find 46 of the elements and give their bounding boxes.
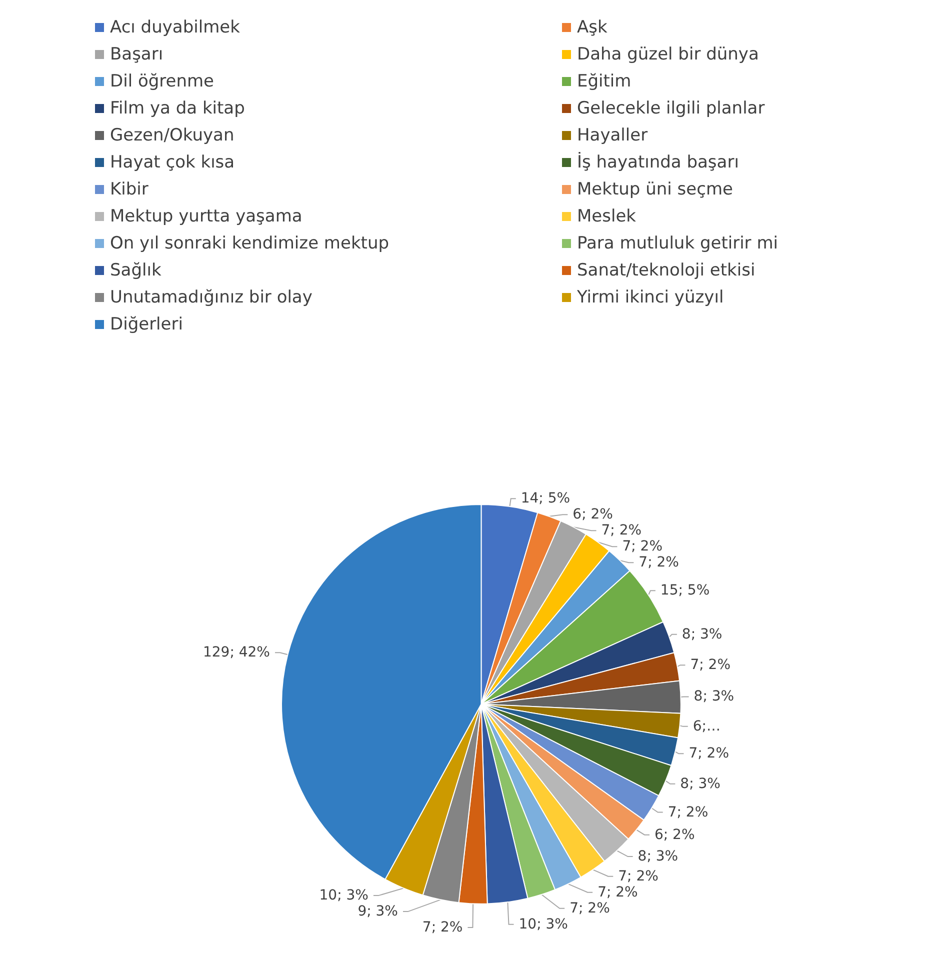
data-label: 7; 2% (598, 884, 638, 900)
data-label: 7; 2% (690, 657, 731, 674)
legend-label: Kibir (110, 180, 148, 200)
data-label: 8; 3% (694, 688, 734, 705)
data-label: 7; 2% (638, 554, 679, 571)
data-label: 8; 3% (682, 626, 722, 642)
data-label: 7; 2% (668, 804, 708, 820)
data-label: 7; 2% (622, 538, 663, 555)
legend-label: Hayat çok kısa (110, 152, 235, 172)
data-label: 9; 3% (358, 904, 398, 920)
legend-label: Gezen/Okuyan (110, 126, 234, 146)
data-label: 7; 2% (570, 900, 610, 916)
legend-label: Eğitim (577, 72, 632, 92)
legend-label: Sağlık (110, 260, 162, 280)
data-label: 7; 2% (422, 920, 463, 936)
data-label: 6; 2% (654, 826, 695, 843)
legend-label: Diğerleri (110, 314, 183, 334)
legend-label: Mektup yurtta yaşama (110, 206, 302, 226)
legend-label: Gelecekle ilgili planlar (577, 98, 765, 118)
data-label: 14; 5% (520, 490, 570, 507)
data-label: 8; 3% (680, 776, 720, 792)
legend-label: Dil öğrenme (110, 72, 214, 92)
data-label: 7; 2% (618, 868, 658, 884)
legend-label: Unutamadığınız bir olay (110, 288, 312, 308)
data-label: 7; 2% (601, 522, 642, 539)
data-label: 8; 3% (638, 848, 678, 865)
data-label: 15; 5% (660, 582, 710, 599)
data-label: 7; 2% (688, 746, 730, 762)
legend-label: Hayaller (577, 126, 648, 146)
data-label: 6;… (692, 718, 720, 734)
legend-label: Sanat/teknoloji etkisi (577, 260, 756, 280)
legend-label: Para mutluluk getirir mi (577, 234, 778, 254)
data-label: 129; 42% (202, 644, 270, 661)
legend-label: Acı duyabilmek (110, 18, 240, 38)
data-label: 10; 3% (518, 916, 568, 932)
legend-label: Meslek (577, 206, 636, 226)
legend-label: Yirmi ikinci yüzyıl (576, 288, 724, 308)
data-label: 10; 3% (319, 888, 368, 904)
data-label: 6; 2% (572, 506, 613, 523)
legend-label: İş hayatında başarı (577, 152, 739, 172)
legend-label: On yıl sonraki kendimize mektup (110, 234, 390, 254)
legend-label: Başarı (110, 44, 164, 64)
legend-label: Daha güzel bir dünya (577, 44, 759, 64)
legend-label: Aşk (577, 18, 608, 38)
legend-label: Film ya da kitap (110, 98, 245, 118)
legend-label: Mektup üni seçme (577, 180, 733, 200)
